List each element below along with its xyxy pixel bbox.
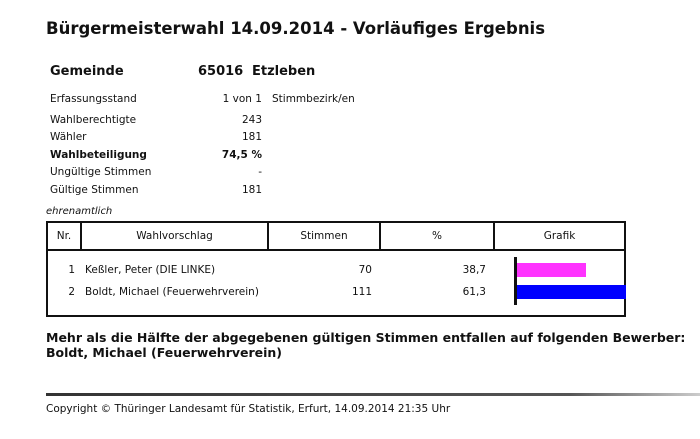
row-nr: 1 — [68, 264, 75, 276]
row-nr: 2 — [68, 286, 75, 298]
result-note: Mehr als die Hälfte der abgegebenen gült… — [46, 330, 685, 360]
result-note-line1: Mehr als die Hälfte der abgegebenen gült… — [46, 330, 686, 345]
stat-value: 181 — [241, 131, 262, 143]
result-bar — [517, 263, 586, 277]
stat-value: 74,5 % — [221, 149, 262, 161]
ehrenamtlich-label: ehrenamtlich — [46, 206, 113, 217]
bar-axis — [514, 279, 517, 305]
gemeinde-label: Gemeinde — [50, 64, 124, 79]
table-header-row: Nr. Wahlvorschlag Stimmen % Grafik — [46, 221, 626, 251]
stat-label: Wahlbeteiligung — [50, 149, 147, 161]
row-name: Keßler, Peter (DIE LINKE) — [85, 264, 216, 276]
table-row: 2 Boldt, Michael (Feuerwehrverein) 111 6… — [47, 279, 627, 316]
col-wahlvorschlag: Wahlvorschlag — [80, 221, 269, 251]
row-grafik — [494, 250, 625, 283]
row-percent: 61,3 — [462, 286, 486, 298]
col-grafik: Grafik — [493, 221, 626, 251]
footer-divider — [46, 393, 700, 396]
result-note-winner: Boldt, Michael (Feuerwehrverein) — [46, 345, 283, 360]
row-name: Boldt, Michael (Feuerwehrverein) — [85, 286, 259, 298]
stat-label: Gültige Stimmen — [50, 184, 139, 196]
stat-label: Erfassungsstand — [50, 93, 137, 105]
stat-label: Wahlberechtigte — [50, 114, 137, 126]
results-table: Nr. Wahlvorschlag Stimmen % Grafik 1 Keß… — [46, 221, 627, 317]
stat-value: 1 von 1 — [222, 93, 262, 105]
col-nr: Nr. — [46, 221, 82, 251]
stat-label: Ungültige Stimmen — [50, 166, 152, 178]
stat-value: - — [258, 166, 262, 178]
row-stimmen: 70 — [358, 264, 372, 276]
row-stimmen: 111 — [351, 286, 372, 298]
bar-axis — [514, 257, 517, 283]
row-grafik — [494, 279, 627, 316]
stat-label: Wähler — [50, 131, 87, 143]
page-title: Bürgermeisterwahl 14.09.2014 - Vorläufig… — [46, 19, 546, 38]
gemeinde-name: Etzleben — [252, 64, 316, 79]
col-stimmen: Stimmen — [267, 221, 381, 251]
result-bar — [517, 285, 627, 299]
gemeinde-code: 65016 — [198, 64, 244, 79]
stat-value: 243 — [241, 114, 262, 126]
col-percent: % — [379, 221, 495, 251]
row-percent: 38,7 — [462, 264, 486, 276]
stat-suffix: Stimmbezirk/en — [272, 93, 355, 105]
copyright-footer: Copyright © Thüringer Landesamt für Stat… — [46, 403, 451, 415]
stat-value: 181 — [241, 184, 262, 196]
table-row: 1 Keßler, Peter (DIE LINKE) 70 38,7 — [47, 250, 625, 283]
